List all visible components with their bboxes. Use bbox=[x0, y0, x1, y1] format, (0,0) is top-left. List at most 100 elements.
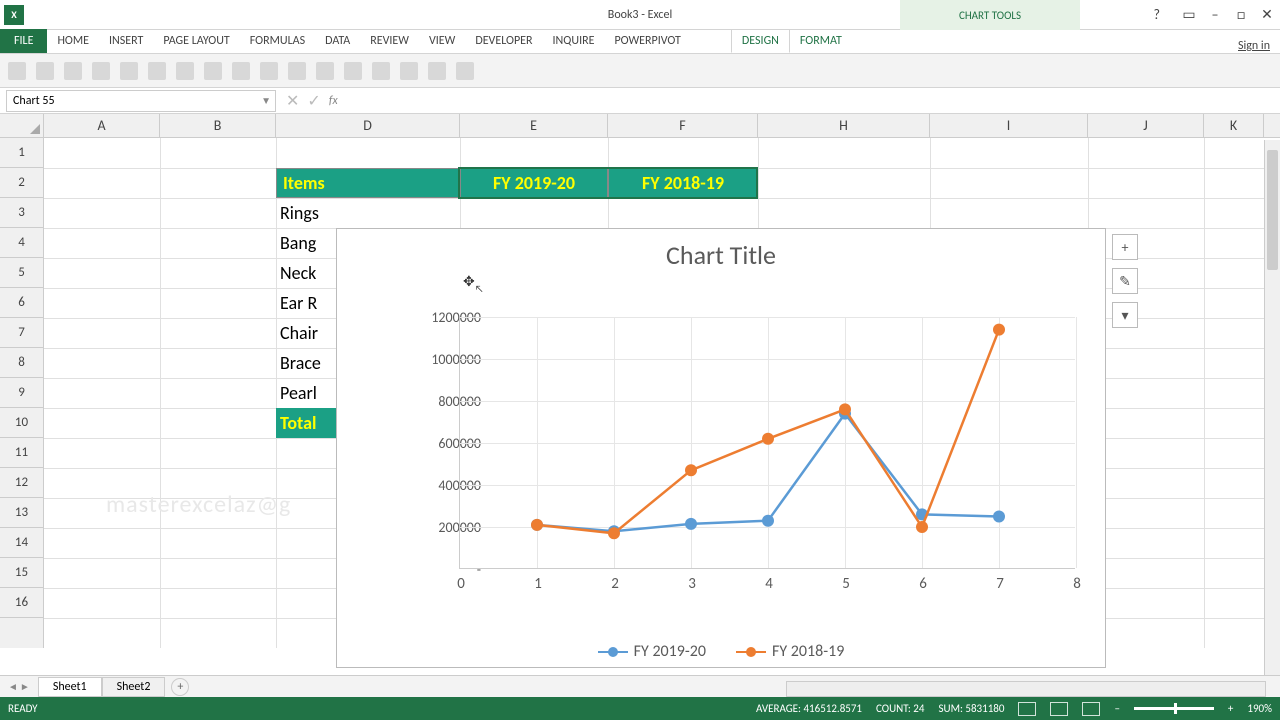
qat-icon[interactable] bbox=[120, 62, 138, 80]
chart-object[interactable]: Chart Title ✥↖ 1200000 1000000 800000 60… bbox=[336, 228, 1106, 668]
maximize-button[interactable]: □ bbox=[1228, 2, 1254, 28]
sheet-tab[interactable]: Sheet1 bbox=[38, 677, 102, 697]
qat-icon[interactable] bbox=[176, 62, 194, 80]
row-header[interactable]: 4 bbox=[0, 228, 43, 258]
chart-series-svg bbox=[460, 317, 760, 467]
close-button[interactable]: ✕ bbox=[1254, 2, 1280, 28]
row-header[interactable]: 16 bbox=[0, 588, 43, 618]
qat-icon[interactable] bbox=[232, 62, 250, 80]
qat-icon[interactable] bbox=[428, 62, 446, 80]
cancel-icon[interactable]: ✕ bbox=[286, 91, 299, 111]
chart-add-element-button[interactable]: + bbox=[1112, 234, 1138, 260]
page-layout-view-icon[interactable] bbox=[1050, 702, 1068, 716]
qat-icon[interactable] bbox=[148, 62, 166, 80]
row-header[interactable]: 12 bbox=[0, 468, 43, 498]
page-break-view-icon[interactable] bbox=[1082, 702, 1100, 716]
tab-home[interactable]: HOME bbox=[47, 29, 99, 53]
tab-formulas[interactable]: FORMULAS bbox=[240, 29, 315, 53]
qat-icon[interactable] bbox=[64, 62, 82, 80]
file-tab[interactable]: FILE bbox=[0, 29, 47, 53]
qat-icon[interactable] bbox=[400, 62, 418, 80]
zoom-out-icon[interactable]: – bbox=[1114, 702, 1119, 715]
row-header[interactable]: 1 bbox=[0, 138, 43, 168]
tab-data[interactable]: DATA bbox=[315, 29, 360, 53]
tab-insert[interactable]: INSERT bbox=[99, 29, 153, 53]
workbook-title: Book3 - Excel bbox=[608, 8, 672, 22]
row-header[interactable]: 6 bbox=[0, 288, 43, 318]
chart-legend[interactable]: .legend-item:nth-child(1) .legend-line::… bbox=[337, 642, 1105, 661]
vertical-scrollbar[interactable] bbox=[1264, 140, 1280, 675]
row-header[interactable]: 14 bbox=[0, 528, 43, 558]
chart-style-button[interactable]: ✎ bbox=[1112, 268, 1138, 294]
zoom-in-icon[interactable]: + bbox=[1228, 702, 1233, 715]
tab-page-layout[interactable]: PAGE LAYOUT bbox=[153, 29, 239, 53]
sign-in-link[interactable]: Sign in bbox=[1238, 39, 1270, 53]
sheet-nav[interactable]: ◄► bbox=[0, 680, 38, 693]
qat-icon[interactable] bbox=[204, 62, 222, 80]
sheet-tab[interactable]: Sheet2 bbox=[102, 677, 166, 697]
fx-icon[interactable]: fx bbox=[329, 94, 338, 108]
col-header[interactable]: H bbox=[758, 114, 930, 137]
help-icon[interactable]: ? bbox=[1154, 6, 1161, 23]
x-axis-label: 3 bbox=[682, 575, 702, 593]
enter-icon[interactable]: ✓ bbox=[307, 91, 320, 111]
tab-view[interactable]: VIEW bbox=[419, 29, 465, 53]
row-header[interactable]: 13 bbox=[0, 498, 43, 528]
qat-icon[interactable] bbox=[8, 62, 26, 80]
tab-powerpivot[interactable]: POWERPIVOT bbox=[604, 29, 690, 53]
qat-icon[interactable] bbox=[316, 62, 334, 80]
row-header[interactable]: 7 bbox=[0, 318, 43, 348]
zoom-slider[interactable] bbox=[1134, 707, 1214, 710]
qat-icon[interactable] bbox=[344, 62, 362, 80]
col-header[interactable]: I bbox=[930, 114, 1088, 137]
ribbon-display-icon[interactable]: ▭ bbox=[1176, 2, 1202, 28]
table-row[interactable]: Rings bbox=[276, 198, 460, 228]
qat-icon[interactable] bbox=[260, 62, 278, 80]
col-header[interactable]: E bbox=[460, 114, 608, 137]
scrollbar-thumb[interactable] bbox=[1267, 150, 1278, 270]
qat-icon[interactable] bbox=[456, 62, 474, 80]
legend-item[interactable]: .legend-item:nth-child(2) .legend-line::… bbox=[736, 642, 844, 661]
row-header[interactable]: 3 bbox=[0, 198, 43, 228]
chart-title[interactable]: Chart Title bbox=[337, 239, 1105, 271]
col-header[interactable]: A bbox=[44, 114, 160, 137]
tab-developer[interactable]: DEVELOPER bbox=[465, 29, 542, 53]
row-header[interactable]: 15 bbox=[0, 558, 43, 588]
col-header[interactable]: J bbox=[1088, 114, 1204, 137]
tab-inquire[interactable]: INQUIRE bbox=[543, 29, 605, 53]
add-sheet-button[interactable]: + bbox=[171, 678, 189, 696]
row-header[interactable]: 11 bbox=[0, 438, 43, 468]
legend-item[interactable]: .legend-item:nth-child(1) .legend-line::… bbox=[598, 642, 706, 661]
table-header-fy1[interactable]: FY 2019-20 bbox=[460, 168, 608, 198]
select-all-corner[interactable] bbox=[0, 114, 44, 137]
tab-format[interactable]: FORMAT bbox=[790, 29, 852, 53]
chevron-down-icon[interactable]: ▼ bbox=[261, 94, 271, 107]
qat-icon[interactable] bbox=[92, 62, 110, 80]
tab-review[interactable]: REVIEW bbox=[360, 29, 419, 53]
qat-icon[interactable] bbox=[36, 62, 54, 80]
row-header[interactable]: 2 bbox=[0, 168, 43, 198]
col-header[interactable]: K bbox=[1204, 114, 1264, 137]
x-axis-label: 0 bbox=[451, 575, 471, 593]
qat-icon[interactable] bbox=[288, 62, 306, 80]
horizontal-scrollbar[interactable] bbox=[786, 681, 1266, 697]
normal-view-icon[interactable] bbox=[1018, 702, 1036, 716]
minimize-button[interactable]: – bbox=[1202, 2, 1228, 28]
qat-icon[interactable] bbox=[372, 62, 390, 80]
zoom-level[interactable]: 190% bbox=[1247, 702, 1272, 715]
table-header-fy2[interactable]: FY 2018-19 bbox=[608, 168, 758, 198]
col-header[interactable]: D bbox=[276, 114, 460, 137]
col-header[interactable]: F bbox=[608, 114, 758, 137]
col-header[interactable]: B bbox=[160, 114, 276, 137]
chart-plot-area[interactable] bbox=[459, 317, 1075, 569]
name-box[interactable]: Chart 55 ▼ bbox=[6, 90, 276, 112]
name-box-value: Chart 55 bbox=[13, 94, 55, 108]
chart-filter-button[interactable]: ▾ bbox=[1112, 302, 1138, 328]
row-header[interactable]: 5 bbox=[0, 258, 43, 288]
row-header[interactable]: 10 bbox=[0, 408, 43, 438]
row-header[interactable]: 8 bbox=[0, 348, 43, 378]
tab-design[interactable]: DESIGN bbox=[731, 29, 790, 53]
x-axis-label: 8 bbox=[1067, 575, 1087, 593]
row-header[interactable]: 9 bbox=[0, 378, 43, 408]
table-header-items[interactable]: Items bbox=[276, 168, 460, 198]
